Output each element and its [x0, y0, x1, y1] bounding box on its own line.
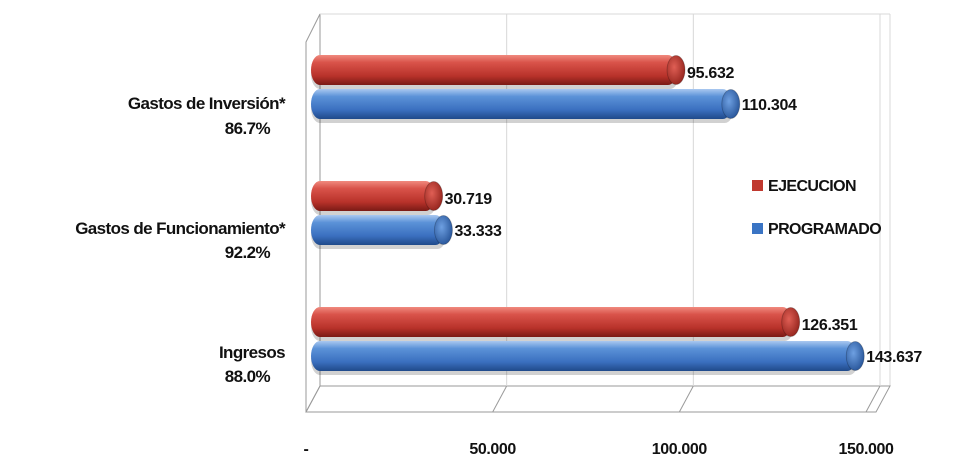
- floor-gridline: [492, 385, 508, 413]
- legend-swatch-ejecucion: [752, 180, 763, 191]
- category-percentage: 88.0%: [225, 367, 271, 386]
- bar-programado: [311, 341, 865, 375]
- category-percentage: 92.2%: [225, 243, 271, 262]
- value-label-ejecucion: 126.351: [802, 317, 858, 334]
- bar-programado: [311, 215, 453, 249]
- value-labels: 95.632 110.304 30.719 33.333 126.351 143.637: [445, 65, 923, 366]
- value-label-programado: 110.304: [742, 97, 797, 114]
- x-tick-label: 150.000: [838, 441, 894, 458]
- bar-ejecucion: [311, 181, 444, 215]
- legend-label-ejecucion: EJECUCION: [768, 178, 856, 195]
- legend-swatch-programado: [752, 223, 763, 234]
- floor-gridline: [865, 385, 881, 413]
- bar-ejecucion: [311, 307, 801, 341]
- x-axis-tick-labels: - 50.000 100.000 150.000: [304, 441, 895, 458]
- value-label-programado: 143.637: [866, 349, 922, 366]
- value-label-programado: 33.333: [454, 223, 502, 240]
- category-percentage: 86.7%: [225, 119, 271, 138]
- legend-label-programado: PROGRAMADO: [768, 221, 881, 238]
- legend-item-programado: PROGRAMADO: [752, 221, 882, 238]
- legend: EJECUCION PROGRAMADO: [752, 178, 882, 238]
- floor: [305, 385, 891, 413]
- legend-item-ejecucion: EJECUCION: [752, 178, 857, 195]
- y-axis-labels: Gastos de Inversión* 86.7% Gastos de Fun…: [75, 94, 286, 386]
- bars: [311, 55, 865, 375]
- category-label: Ingresos: [219, 343, 285, 362]
- x-tick-label: 100.000: [652, 441, 708, 458]
- value-label-ejecucion: 30.719: [445, 191, 493, 208]
- bar-ejecucion: [311, 55, 686, 89]
- category-label: Gastos de Funcionamiento*: [75, 219, 286, 238]
- x-tick-label: -: [304, 441, 309, 458]
- value-label-ejecucion: 95.632: [687, 65, 735, 82]
- x-tick-label: 50.000: [469, 441, 516, 458]
- bar-programado: [311, 89, 741, 123]
- category-label: Gastos de Inversión*: [128, 94, 286, 113]
- floor-gridline: [678, 385, 694, 413]
